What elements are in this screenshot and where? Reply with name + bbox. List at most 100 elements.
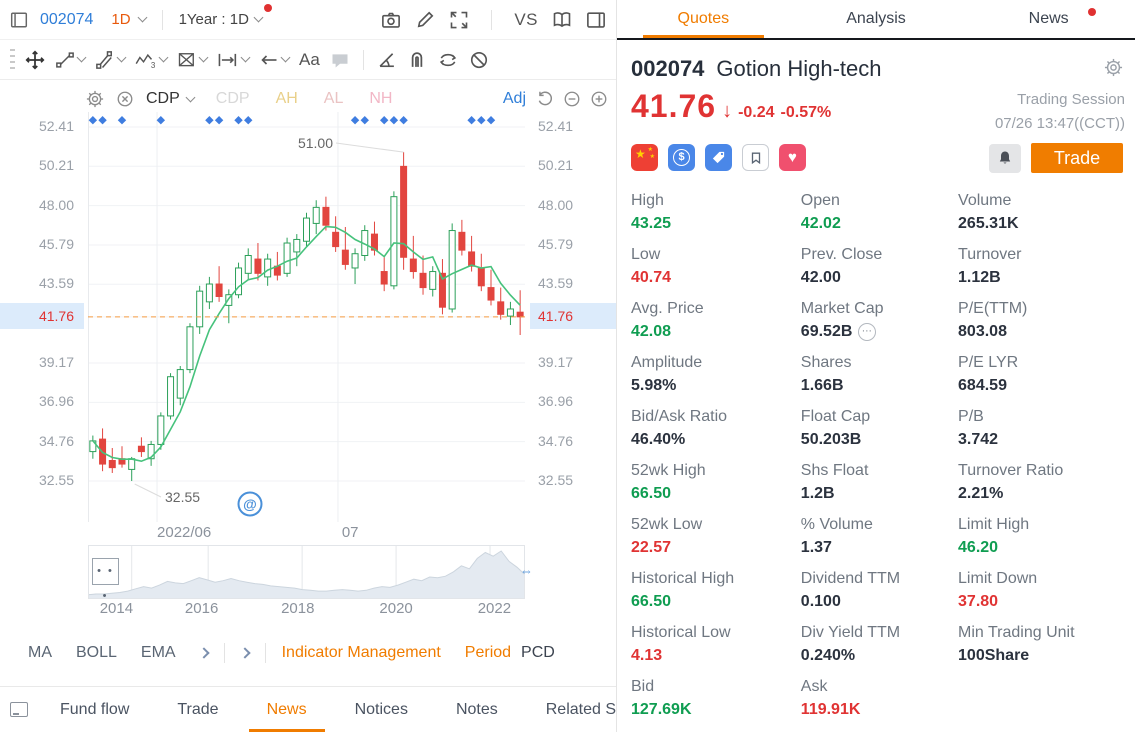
stat-label: Low [631, 246, 661, 263]
elliott-wave-tool[interactable]: 3 [130, 50, 172, 70]
fullscreen-icon[interactable] [449, 10, 469, 30]
adjust-button[interactable]: Adj [502, 90, 526, 107]
range-selector[interactable]: 1Year : 1D [179, 4, 272, 28]
nav-resize-handle[interactable]: ⇔ [520, 563, 533, 578]
candlestick-plot[interactable]: 51.00 32.55 @ [88, 112, 525, 522]
gear-icon[interactable] [86, 90, 104, 108]
chevron-down-icon[interactable] [137, 12, 148, 23]
indicator-ema[interactable]: EMA [140, 644, 176, 661]
text-tool[interactable]: Aa [299, 49, 320, 69]
drag-grip-icon[interactable] [8, 48, 16, 71]
indicator-boll[interactable]: BOLL [76, 644, 117, 661]
comment-tool[interactable] [325, 50, 355, 70]
chevron-down-icon [116, 52, 127, 63]
favorite-heart-icon[interactable]: ♥ [779, 144, 806, 171]
angle-tool[interactable] [372, 50, 402, 70]
stat-label: High [631, 192, 664, 209]
pencil-icon[interactable] [415, 10, 435, 30]
y-axis-left[interactable]: 52.41 50.21 48.00 45.79 43.59 41.76 39.17 36.96… [0, 112, 84, 522]
projection-tool[interactable] [212, 50, 254, 70]
bottom-tab-notes[interactable]: Notes [455, 700, 498, 718]
bottom-tab-news[interactable]: News [243, 689, 331, 732]
chevron-down-icon [240, 52, 251, 63]
bookmark-icon[interactable] [742, 144, 769, 171]
range-navigator[interactable]: • • • ⇔ [87, 545, 533, 602]
chevron-right-icon[interactable] [197, 647, 210, 659]
stat-label: Shares [800, 354, 852, 371]
compare-button[interactable]: VS [514, 9, 538, 29]
zoom-out-icon[interactable] [563, 90, 581, 108]
indicator-ma[interactable]: MA [28, 644, 52, 661]
navigator-chart[interactable] [87, 545, 526, 600]
symbol-code[interactable]: 002074 [40, 10, 94, 28]
camera-icon[interactable] [381, 10, 401, 30]
stat-value: 66.50 [631, 485, 672, 502]
session-time: 07/26 13:47((CCT)) [994, 115, 1125, 132]
stat-cell: P/E LYR 684.59 [958, 354, 1131, 408]
stat-value: 803.08 [958, 323, 1007, 340]
stat-cell: Limit High 46.20 [958, 516, 1131, 570]
trade-button[interactable]: Trade [1031, 143, 1123, 173]
hide-drawings-icon[interactable] [464, 50, 494, 70]
book-icon[interactable] [552, 10, 572, 30]
indicator-management-link[interactable]: Indicator Management [281, 644, 441, 661]
more-icon[interactable]: • • • [92, 558, 119, 602]
cn-market-icon[interactable]: ★ ★ ★ [631, 144, 658, 171]
chevron-right-icon[interactable] [238, 647, 251, 659]
stat-cell: Historical Low 4.13 [631, 624, 801, 678]
panel-right-icon[interactable] [586, 10, 606, 30]
indicator-selector[interactable]: CDP [146, 90, 196, 108]
stat-value: 2.21% [958, 485, 1004, 502]
auto-replay-icon[interactable] [432, 50, 464, 70]
magnet-tool[interactable] [402, 50, 432, 70]
margin-icon[interactable]: $ [668, 144, 695, 171]
faded-indicator-label[interactable]: NH [369, 90, 393, 107]
layout-icon[interactable] [10, 11, 28, 29]
stat-label: Div Yield TTM [800, 624, 901, 641]
pitchfork-tool[interactable] [90, 50, 130, 70]
divider [491, 9, 493, 30]
stat-value: 0.240% [800, 647, 856, 664]
arrow-tool[interactable] [254, 50, 294, 70]
stat-value: 42.00 [800, 269, 841, 286]
period-value[interactable]: PCD [521, 644, 555, 661]
interval-label[interactable]: 1D [111, 11, 131, 28]
stat-value: 1.37 [800, 539, 832, 556]
svg-text:3: 3 [151, 60, 156, 69]
stat-cell: Limit Down 37.80 [958, 570, 1131, 624]
close-icon[interactable] [116, 90, 134, 108]
tag-icon[interactable] [705, 144, 732, 171]
stat-label: Ask [800, 678, 828, 695]
divider [161, 9, 163, 30]
stat-cell: Min Trading Unit 100Share [958, 624, 1131, 678]
minimize-panel-icon[interactable] [10, 702, 28, 717]
zoom-in-icon[interactable] [590, 90, 608, 108]
undo-icon[interactable] [536, 90, 554, 108]
bottom-tab-notices[interactable]: Notices [354, 700, 408, 718]
stat-label: Float Cap [800, 408, 871, 425]
period-link[interactable]: Period [464, 644, 512, 661]
watermark-icon: @ [237, 491, 263, 517]
tab-analysis[interactable]: Analysis [846, 10, 906, 27]
trendline-tool[interactable] [50, 50, 90, 70]
gear-icon[interactable] [1104, 58, 1123, 77]
tab-news[interactable]: News [962, 0, 1135, 38]
chevron-down-icon [198, 52, 209, 63]
faded-indicator-label[interactable]: CDP [215, 90, 250, 107]
candlestick-chart[interactable]: 51.00 32.55 @ [88, 112, 525, 522]
gann-pattern-tool[interactable] [172, 50, 212, 70]
bottom-tab-trade[interactable]: Trade [177, 700, 219, 718]
alert-bell-icon[interactable] [989, 143, 1021, 173]
y-axis-right[interactable]: 52.41 50.21 48.00 45.79 43.59 41.76 39.17 36.96… [530, 112, 616, 522]
chevron-down-icon [185, 92, 196, 102]
tab-quotes[interactable]: Quotes [617, 0, 790, 38]
bottom-tab-fund-flow[interactable]: Fund flow [60, 700, 130, 718]
bottom-tab-related-st[interactable]: Related St [545, 700, 621, 718]
stat-label: Limit Down [958, 570, 1038, 587]
session-label: Trading Session [1017, 91, 1125, 108]
more-info-icon[interactable]: ⋯ [858, 323, 877, 341]
move-tool[interactable] [20, 50, 50, 70]
stat-cell: Float Cap 50.203B [801, 408, 958, 462]
faded-indicator-label[interactable]: AH [275, 90, 298, 107]
faded-indicator-label[interactable]: AL [323, 90, 344, 107]
